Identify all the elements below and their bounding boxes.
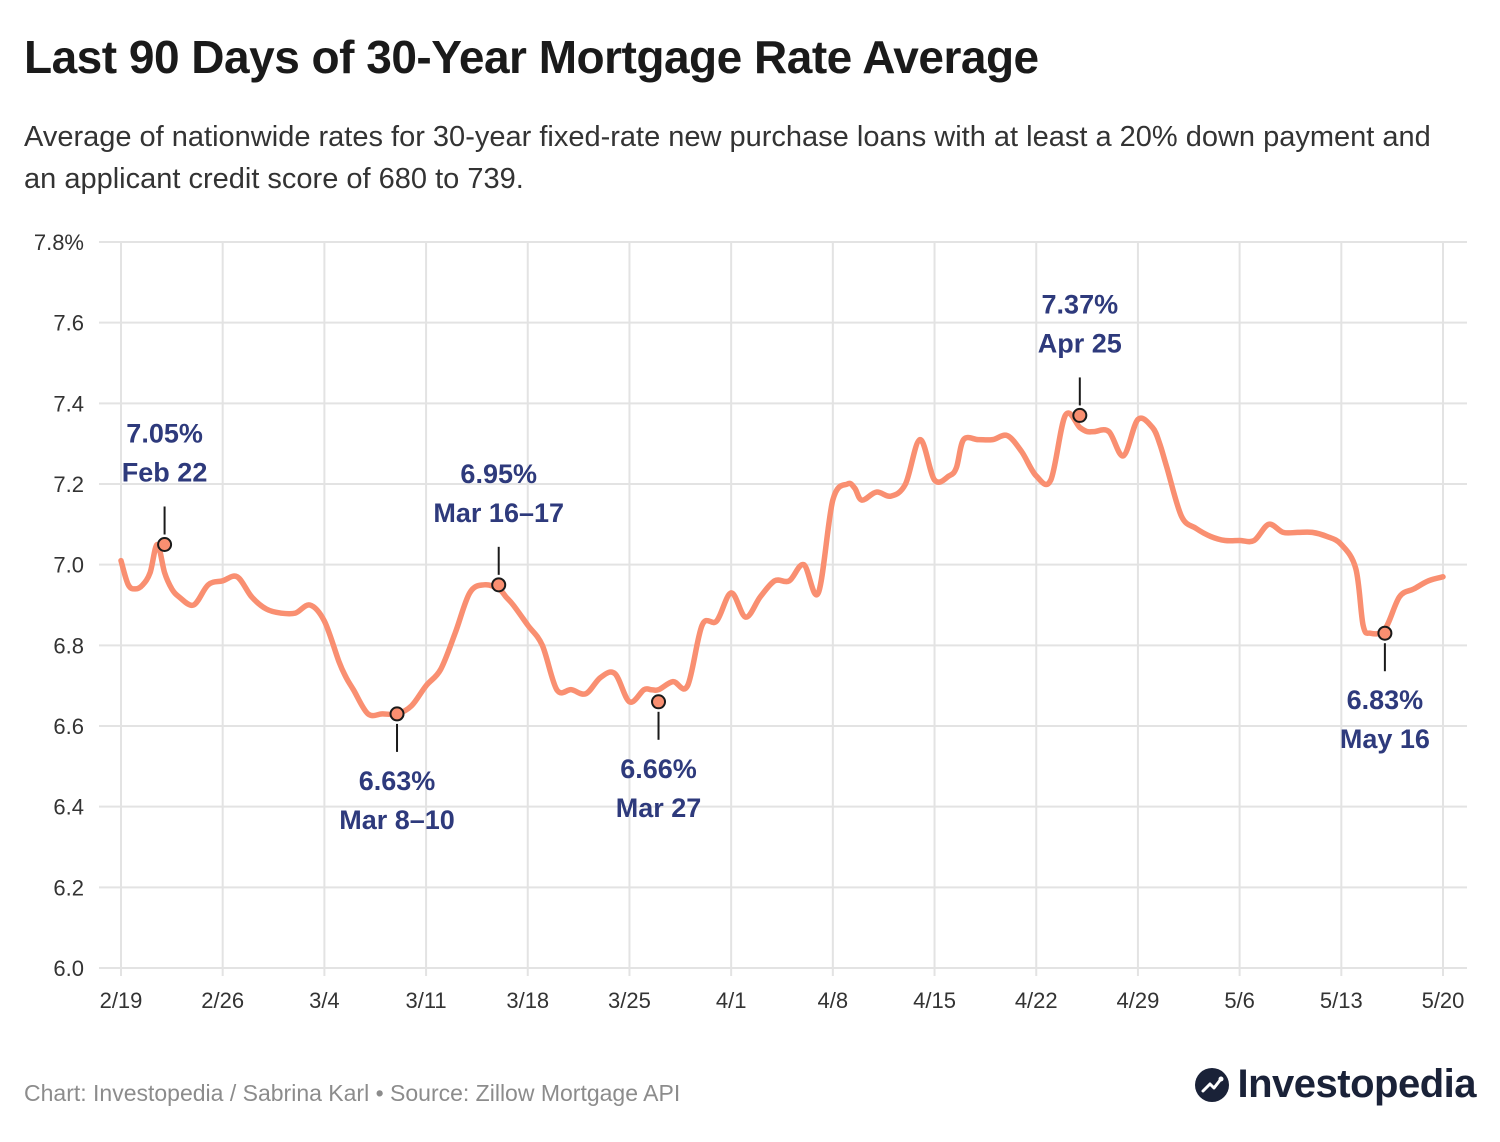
annotation-date: Mar 8–10 xyxy=(339,805,455,835)
x-tick-label: 4/8 xyxy=(818,988,849,1013)
y-tick-label: 7.4 xyxy=(53,391,84,416)
x-tick-label: 3/25 xyxy=(608,988,651,1013)
x-tick-label: 4/29 xyxy=(1117,988,1160,1013)
annotation-marker[interactable] xyxy=(651,694,667,710)
x-tick-label: 2/19 xyxy=(100,988,143,1013)
series-layer xyxy=(118,410,1446,719)
annotation-value: 6.83% xyxy=(1347,685,1424,715)
series-line xyxy=(118,410,1446,719)
annotations-layer: 7.05% Feb 22 6.63% Mar 8–10 6.95% Mar 16–17 6.… xyxy=(122,289,1430,834)
x-tick-label: 4/1 xyxy=(716,988,747,1013)
y-tick-label: 6.0 xyxy=(53,956,84,981)
annotation-marker[interactable] xyxy=(491,577,507,593)
annotation-date: Mar 27 xyxy=(616,793,702,823)
y-tick-label: 6.6 xyxy=(53,714,84,739)
annotation-value: 6.95% xyxy=(460,459,537,489)
x-tick-label: 2/26 xyxy=(201,988,244,1013)
annotation-value: 6.66% xyxy=(620,754,697,784)
y-tick-label: 6.4 xyxy=(53,795,84,820)
x-tick-label: 3/4 xyxy=(309,988,340,1013)
annotation-marker[interactable] xyxy=(389,706,405,722)
annotation-marker[interactable] xyxy=(157,537,173,552)
y-tick-label: 7.0 xyxy=(53,553,84,578)
chart-subtitle: Average of nationwide rates for 30-year … xyxy=(24,121,1431,195)
y-tick-label: 6.8 xyxy=(53,633,84,658)
x-tick-label: 5/6 xyxy=(1224,988,1255,1013)
x-axis: 2/19 2/26 3/4 3/11 3/18 3/25 4/1 4/8 4/15 4/22 4/2… xyxy=(100,988,1465,1013)
annotation-value: 7.05% xyxy=(126,419,203,449)
x-tick-label: 3/11 xyxy=(405,988,446,1013)
x-tick-label: 3/18 xyxy=(506,988,549,1013)
annotation-marker[interactable] xyxy=(1072,407,1088,423)
grid-layer xyxy=(99,241,1467,976)
x-tick-label: 5/13 xyxy=(1320,988,1363,1013)
y-tick-label: 7.8% xyxy=(34,230,84,255)
annotation-date: May 16 xyxy=(1340,724,1430,754)
annotation-value: 7.37% xyxy=(1042,289,1119,319)
y-axis: 6.0 6.2 6.4 6.6 6.8 7.0 7.2 7.4 7.6 7.8% xyxy=(34,230,84,981)
annotation-date: Apr 25 xyxy=(1038,328,1122,358)
annotation-date: Feb 22 xyxy=(122,458,208,488)
y-tick-label: 7.6 xyxy=(53,311,84,336)
investopedia-logo[interactable]: Investopedia xyxy=(1193,1062,1476,1107)
y-tick-label: 6.2 xyxy=(53,875,84,900)
x-tick-label: 4/15 xyxy=(913,988,956,1013)
brand-name: Investopedia xyxy=(1237,1062,1476,1106)
chart-title: Last 90 Days of 30-Year Mortgage Rate Av… xyxy=(24,31,1039,83)
source-credit: Chart: Investopedia / Sabrina Karl • Sou… xyxy=(24,1080,681,1106)
x-tick-label: 4/22 xyxy=(1015,988,1058,1013)
annotation-date: Mar 16–17 xyxy=(433,498,564,528)
investopedia-mark-icon xyxy=(1195,1067,1230,1102)
annotation-marker[interactable] xyxy=(1377,625,1393,641)
annotation-value: 6.63% xyxy=(359,766,436,796)
y-tick-label: 7.2 xyxy=(53,472,84,497)
x-tick-label: 5/20 xyxy=(1422,988,1465,1013)
